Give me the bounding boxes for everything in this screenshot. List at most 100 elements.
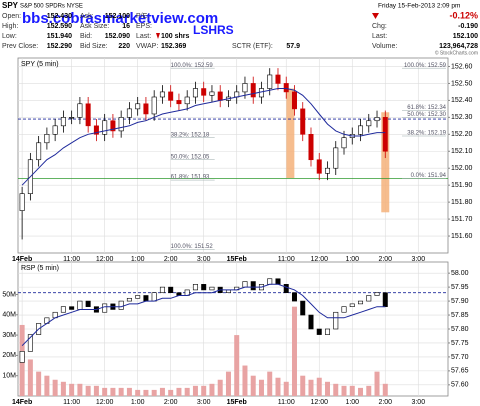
- candle-body: [77, 103, 83, 118]
- x-tick-label: 3:00: [411, 399, 425, 406]
- fib-label: 61.8%: 151.93: [171, 175, 210, 181]
- volume-bar: [234, 335, 240, 396]
- fib-label: 100.0%: 152.59: [171, 63, 214, 69]
- candle-body: [316, 159, 322, 174]
- volume-bar: [69, 383, 75, 396]
- candle-body: [184, 96, 190, 105]
- candle-body: [267, 74, 273, 89]
- x-tick-label: 11:00: [63, 399, 80, 406]
- y-tick-label: 57.70: [451, 354, 469, 361]
- volume-bar: [85, 385, 91, 396]
- candle-body: [52, 125, 58, 135]
- fib-label: 0.0%: 151.94: [411, 173, 447, 179]
- field-value: 16: [122, 23, 130, 30]
- field-label: SCTR (ETF):: [232, 43, 273, 50]
- volume-bar: [258, 379, 264, 396]
- volume-bar: [250, 375, 256, 396]
- moving-average: [21, 283, 386, 347]
- security-name: S&P 500 SPDRs NYSE: [20, 4, 83, 10]
- volume-bar: [159, 387, 165, 396]
- candle-body: [27, 334, 33, 352]
- panel-title: RSP (5 min): [21, 265, 59, 272]
- candle-body: [69, 306, 75, 310]
- candle-body: [358, 125, 364, 135]
- highlight: [286, 88, 295, 179]
- volume-bar: [52, 379, 58, 396]
- date: Friday 15-Feb-2013 2:09 pm: [378, 3, 460, 10]
- candle-body: [44, 134, 50, 144]
- y-tick-label: 152.00: [451, 165, 473, 172]
- volume-bar: [27, 359, 33, 396]
- candle-body: [19, 193, 25, 211]
- fib-label: 38.2%: 152.18: [171, 132, 210, 138]
- candle-body: [300, 108, 306, 135]
- candle-body: [19, 351, 25, 363]
- field-value: 123,964,728: [439, 43, 478, 50]
- fib-label: 61.8%: 152.34: [407, 105, 446, 111]
- volume-bar: [176, 387, 182, 396]
- candle-body: [341, 137, 347, 149]
- x-tick-label: 12:00: [96, 256, 114, 263]
- volume-bar: [366, 385, 372, 396]
- volume-bar: [316, 377, 322, 396]
- x-tick-label: 14Feb: [12, 399, 32, 406]
- x-tick-label: 1:00: [131, 256, 145, 263]
- candle-body: [151, 292, 157, 302]
- volume-bar: [151, 389, 157, 396]
- volume-tick-label: 20M: [2, 352, 16, 359]
- field-label: P/E:: [136, 13, 149, 20]
- candle-body: [176, 100, 182, 105]
- volume-tick-label: 40M: [2, 312, 16, 319]
- fib-label: 100.0%: 151.52: [171, 244, 214, 250]
- down-arrow: [156, 33, 160, 39]
- symbol: SPY: [2, 1, 19, 10]
- y-tick-label: 57.65: [451, 368, 469, 375]
- volume-bar: [60, 381, 66, 396]
- field-value: 152.290: [47, 43, 72, 50]
- volume-tick-label: 30M: [2, 332, 16, 339]
- candle-body: [168, 91, 174, 101]
- candle-body: [291, 91, 297, 110]
- candle-body: [283, 284, 289, 294]
- volume-bar: [217, 379, 223, 396]
- x-tick-label: 2:00: [378, 256, 392, 263]
- field-label: Chg:: [372, 23, 387, 30]
- highlight: [381, 112, 390, 213]
- x-tick-label: 14Feb: [12, 256, 32, 263]
- volume-bar: [358, 387, 364, 396]
- y-tick-label: 151.60: [451, 233, 473, 240]
- volume-bar: [209, 383, 215, 396]
- candle-body: [201, 284, 207, 291]
- volume-bar: [135, 389, 141, 396]
- volume-bar: [126, 387, 132, 396]
- candle-body: [283, 83, 289, 93]
- site: © StockCharts.com: [435, 49, 478, 56]
- y-tick-label: 151.70: [451, 216, 473, 223]
- candle-body: [126, 297, 132, 302]
- field-label: Open:: [2, 13, 21, 20]
- fib-label: 100.0%: 152.59: [404, 63, 447, 69]
- volume-bar: [110, 387, 116, 396]
- candle-body: [85, 103, 91, 127]
- candle-body: [325, 328, 331, 335]
- candle-body: [60, 117, 66, 127]
- down-arrow: [372, 13, 379, 19]
- candle-body: [192, 88, 198, 98]
- candle-body: [135, 103, 141, 110]
- x-tick-label: 12:00: [310, 399, 328, 406]
- volume-bar: [349, 385, 355, 396]
- candle-body: [209, 91, 215, 96]
- field-label: Bid Size:: [80, 43, 108, 50]
- candle-body: [267, 278, 273, 285]
- volume-bar: [77, 383, 83, 396]
- x-tick-label: 1:00: [131, 399, 145, 406]
- volume-bar: [184, 387, 190, 396]
- volume-bar: [275, 377, 281, 396]
- y-tick-label: 57.85: [451, 312, 469, 319]
- volume-bar: [225, 371, 231, 396]
- field-label: Last:: [136, 33, 151, 40]
- x-tick-label: 1:00: [345, 256, 359, 263]
- candle-body: [77, 300, 83, 310]
- y-tick-label: 152.30: [451, 114, 473, 121]
